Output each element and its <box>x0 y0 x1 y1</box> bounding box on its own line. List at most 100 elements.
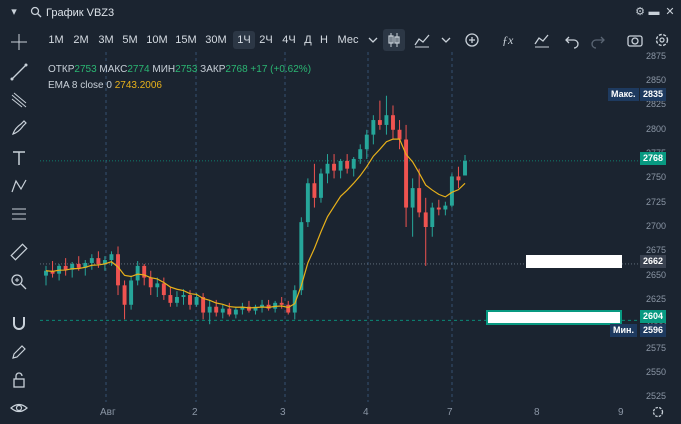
gear-icon[interactable]: ⚙ <box>635 6 645 18</box>
magnet-icon[interactable] <box>9 313 29 333</box>
app-menu-icon[interactable]: ▾ <box>11 6 17 18</box>
timeframe-30m[interactable]: 30М <box>205 34 227 46</box>
zoom-icon[interactable] <box>9 272 29 292</box>
ema-line <box>45 138 466 309</box>
high-label: МАКС <box>99 64 128 75</box>
date-tick: 8 <box>534 407 540 418</box>
candle-body <box>391 115 395 130</box>
timeframe-month[interactable]: Мес <box>337 34 359 46</box>
candle-body <box>83 262 88 268</box>
price-tick: 2850 <box>646 75 667 86</box>
candle-body <box>260 304 265 307</box>
timeframe-10m[interactable]: 10М <box>146 34 168 46</box>
min-tag-label: Мин. <box>610 324 637 337</box>
green-level-tag: 2604 <box>640 310 667 323</box>
candle-body <box>417 188 422 213</box>
candle-body <box>194 297 199 305</box>
timeframe-day[interactable]: Д <box>304 34 312 46</box>
timeframe-2h[interactable]: 2Ч <box>259 34 273 46</box>
candle-body <box>201 297 206 313</box>
low-value: 2753 <box>175 64 198 75</box>
timeframe-4h[interactable]: 4Ч <box>282 34 296 46</box>
candle-body <box>181 295 186 297</box>
window-title: График VBZ3 <box>46 7 115 19</box>
indicators-icon[interactable] <box>531 29 553 51</box>
candle-body <box>89 258 94 263</box>
order-label-box[interactable] <box>526 255 622 268</box>
date-axis[interactable]: Авг 2 3 4 7 8 9 <box>40 402 640 424</box>
last-price-tag: 2768 <box>640 152 667 165</box>
max-tag-value: 2835 <box>640 88 667 101</box>
camera-icon[interactable] <box>624 29 646 51</box>
candle-body <box>240 306 245 310</box>
date-tick: 7 <box>447 407 453 418</box>
ruler-icon[interactable] <box>9 242 29 262</box>
add-indicator-icon[interactable] <box>461 29 483 51</box>
date-tick: 9 <box>618 407 624 418</box>
candlestick-chart-icon[interactable] <box>383 29 405 51</box>
level-tag: 2662 <box>640 255 667 268</box>
price-tick: 2875 <box>646 50 667 61</box>
candle-body <box>220 308 225 313</box>
price-tick: 2550 <box>646 366 667 377</box>
chevron-down-icon[interactable] <box>435 29 457 51</box>
ema-value: 2743.2006 <box>114 80 162 91</box>
timeframe-3m[interactable]: 3М <box>98 34 114 46</box>
ema-label: EMA 8 close 0 <box>48 80 112 91</box>
candle-body <box>246 306 251 311</box>
price-tick: 2700 <box>646 221 667 231</box>
low-label: МИН <box>152 64 176 75</box>
candle-body <box>63 265 68 270</box>
lock-icon[interactable] <box>9 370 29 390</box>
chart-legend: ОТКР2753 МАКС2774 МИН2753 ЗАКР2768 +17 (… <box>48 62 311 94</box>
undo-icon[interactable] <box>561 29 583 51</box>
candle-body <box>345 160 350 169</box>
candle-body <box>266 304 271 309</box>
ema-row[interactable]: EMA 8 close 0 2743.2006 <box>48 78 311 94</box>
date-tick: 4 <box>363 407 369 418</box>
candle-body <box>423 212 428 227</box>
fib-icon[interactable] <box>9 204 29 224</box>
candle-body <box>102 260 107 264</box>
area-chart-icon[interactable] <box>411 29 433 51</box>
axis-settings-icon[interactable] <box>650 404 666 420</box>
timeframe-15m[interactable]: 15М <box>175 34 197 46</box>
minimize-icon[interactable]: ▬ <box>648 6 660 18</box>
max-tag-label: Макс. <box>608 88 639 101</box>
price-chart[interactable] <box>40 52 640 402</box>
timeframe-1h[interactable]: 1Ч <box>233 31 255 49</box>
candle-body <box>122 285 127 305</box>
close-icon[interactable]: ✕ <box>665 6 675 18</box>
search-icon[interactable] <box>30 6 42 18</box>
price-tick: 2800 <box>646 123 667 134</box>
chevron-down-icon[interactable] <box>362 29 384 51</box>
redo-icon[interactable] <box>587 29 609 51</box>
price-tick: 2725 <box>646 196 667 207</box>
change-value: +17 (+0.62%) <box>250 64 312 75</box>
candle-body <box>50 270 55 274</box>
candle-body <box>286 304 291 313</box>
pitchfork-icon[interactable] <box>9 90 29 110</box>
pattern-icon[interactable] <box>9 176 29 196</box>
date-tick: Авг <box>100 407 116 418</box>
position-label-box[interactable] <box>486 310 622 325</box>
candle-body <box>358 149 363 159</box>
price-axis[interactable]: 2525 2550 2575 2600 2625 2650 2675 2700 2725 2750… <box>608 50 681 402</box>
text-icon[interactable] <box>9 148 29 168</box>
timeframe-week[interactable]: Н <box>320 34 328 46</box>
candle-body <box>188 295 192 305</box>
eye-icon[interactable] <box>9 398 29 418</box>
settings-icon[interactable] <box>651 29 673 51</box>
timeframe-2m[interactable]: 2М <box>73 34 89 46</box>
brush-icon[interactable] <box>9 118 29 138</box>
trend-line-icon[interactable] <box>9 62 29 82</box>
pencil-lock-icon[interactable] <box>9 342 29 362</box>
candle-body <box>449 176 454 206</box>
candle-body <box>338 160 343 171</box>
timeframe-5m[interactable]: 5М <box>122 34 138 46</box>
candle-body <box>377 120 382 125</box>
price-tick: 2600 <box>646 318 666 328</box>
timeframe-1m[interactable]: 1М <box>48 34 64 46</box>
crosshair-icon[interactable] <box>9 32 29 52</box>
formula-icon[interactable]: ƒx <box>497 29 519 51</box>
